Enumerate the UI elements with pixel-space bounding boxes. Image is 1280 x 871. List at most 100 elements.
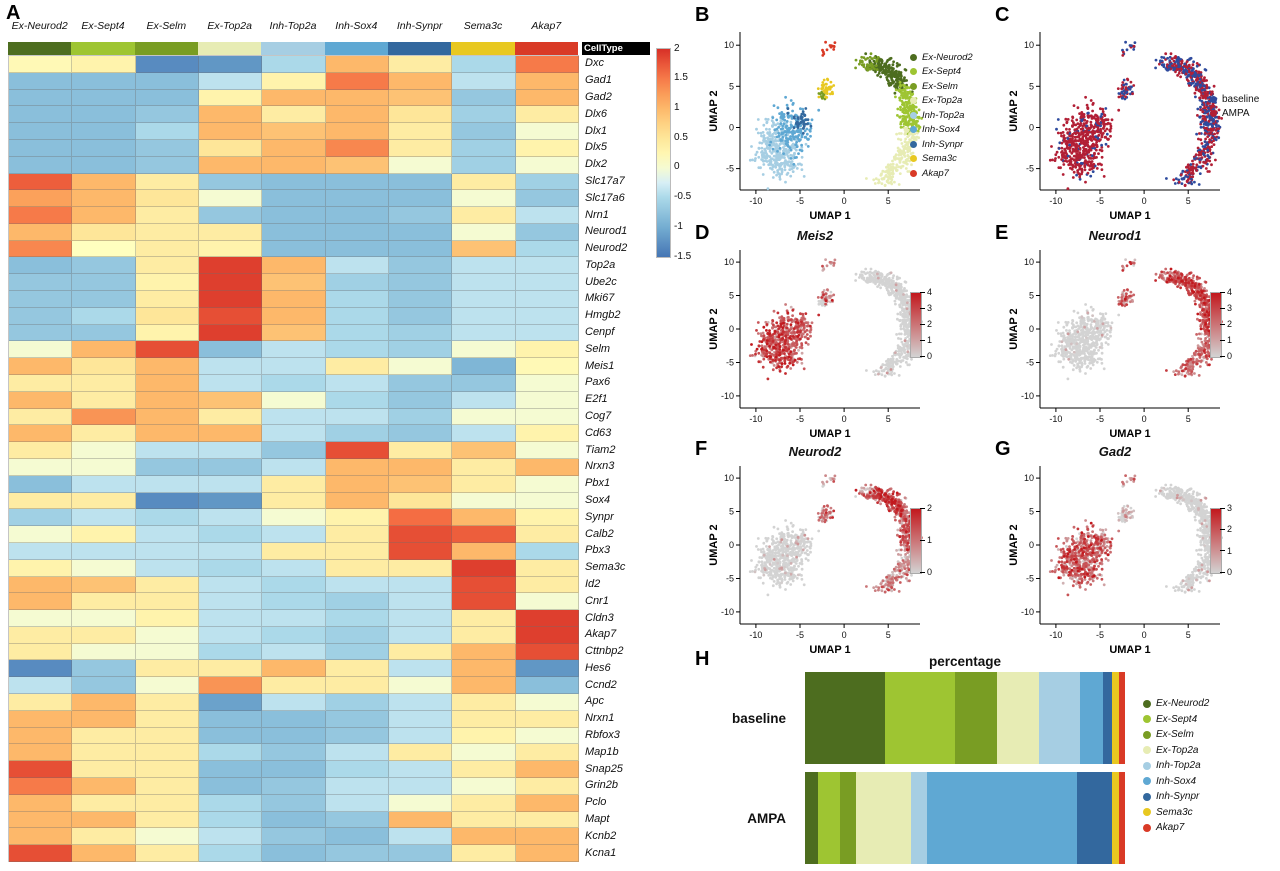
heatmap-cell xyxy=(388,139,453,157)
heatmap-cell xyxy=(135,341,199,359)
heatmap-cell xyxy=(198,375,263,392)
heatmap-cell xyxy=(135,811,199,829)
heatmap-cell xyxy=(72,576,136,594)
heatmap-cell xyxy=(135,190,199,208)
legend-label: Ex-Sept4 xyxy=(1156,713,1198,725)
heatmap-cell xyxy=(388,593,453,611)
heatmap-cell xyxy=(198,694,263,711)
colorbar-tick-mark xyxy=(920,339,925,341)
svg-text:5: 5 xyxy=(886,414,891,424)
bar-segment-inh-sox4 xyxy=(926,772,1077,864)
colorbar-tick-mark xyxy=(920,307,925,309)
heatmap-cell xyxy=(135,727,199,745)
legend-label: baseline xyxy=(1222,93,1260,105)
heatmap-cell xyxy=(388,626,453,644)
heatmap-cell xyxy=(325,593,389,611)
heatmap-cell xyxy=(262,139,326,157)
legend-item: Inh-Sox4 xyxy=(1143,774,1209,790)
bar-segment-akap7 xyxy=(1118,772,1125,864)
colorbar-tick-label: 2 xyxy=(927,319,933,329)
feature-title-meis2: Meis2 xyxy=(796,228,834,243)
heatmap-cell xyxy=(72,828,136,846)
svg-text:0: 0 xyxy=(729,123,734,133)
svg-text:UMAP 2: UMAP 2 xyxy=(708,90,720,131)
bar-segment-ex-sept4 xyxy=(885,672,956,764)
heatmap-cell xyxy=(135,458,199,476)
gene-label: E2f1 xyxy=(585,393,608,406)
heatmap-cell xyxy=(198,710,263,728)
heatmap-cell xyxy=(325,223,389,241)
colorbar-tick-label: 0 xyxy=(927,567,933,577)
bar-segment-akap7 xyxy=(1118,672,1125,764)
heatmap-cell xyxy=(325,626,389,644)
bar-segment-ex-selm xyxy=(840,772,857,864)
svg-text:UMAP 1: UMAP 1 xyxy=(1109,210,1150,222)
heatmap-cell xyxy=(388,576,453,594)
gene-label: Synpr xyxy=(585,510,614,523)
heatmap-cell xyxy=(262,761,326,779)
heatmap-cell xyxy=(515,358,579,376)
heatmap-cell xyxy=(198,139,263,157)
panel-a-label: A xyxy=(6,2,21,24)
legend-color-dot xyxy=(1143,808,1151,817)
heatmap-cell xyxy=(325,811,389,829)
heatmap-cell xyxy=(515,156,579,174)
heatmap-cell xyxy=(262,811,326,829)
celltype-strip-cell xyxy=(324,42,388,55)
colorbar-tick-mark xyxy=(1220,528,1225,530)
heatmap-cell xyxy=(325,509,389,527)
colorbar-tick-mark xyxy=(1220,355,1225,357)
heatmap-cell xyxy=(388,156,453,174)
heatmap-cell xyxy=(452,626,516,644)
heatmap-column-header: Sema3c xyxy=(463,20,503,32)
heatmap-cell xyxy=(452,593,516,611)
colorbar-tick-label: 3 xyxy=(1227,503,1233,513)
heatmap-cell xyxy=(135,828,199,846)
heatmap-cell xyxy=(325,274,389,292)
heatmap-cell xyxy=(198,559,263,577)
heatmap-cell xyxy=(515,526,579,543)
heatmap-cell xyxy=(198,778,263,795)
svg-text:0: 0 xyxy=(1142,414,1147,424)
heatmap-cell xyxy=(452,408,516,426)
heatmap-cell xyxy=(262,123,326,140)
svg-text:5: 5 xyxy=(729,81,734,91)
svg-text:10: 10 xyxy=(724,257,734,267)
heatmap-cell xyxy=(9,492,73,510)
heatmap-cell xyxy=(72,307,136,325)
heatmap-cell xyxy=(9,458,73,476)
colorbar-tick-mark xyxy=(920,291,925,293)
legend-item: Inh-Synpr xyxy=(910,137,973,152)
heatmap-cell xyxy=(262,274,326,292)
heatmap-cell xyxy=(452,710,516,728)
feature-plot-meis2: -10 -5 0 5 -10 -5 0 5 10 UMAP 1 UMAP 2 xyxy=(708,250,923,440)
heatmap-cell xyxy=(515,291,579,308)
heatmap-cell xyxy=(388,207,453,224)
heatmap-cell xyxy=(135,291,199,308)
heatmap-cell xyxy=(325,408,389,426)
heatmap-cell xyxy=(72,139,136,157)
heatmap-cell xyxy=(135,173,199,191)
heatmap-cell xyxy=(325,358,389,376)
heatmap-cell xyxy=(262,291,326,308)
heatmap-cell xyxy=(198,727,263,745)
heatmap-cell xyxy=(325,324,389,342)
gene-label: Grin2b xyxy=(585,779,619,792)
gene-label: Rbfox3 xyxy=(585,729,620,742)
colorbar-tick-mark xyxy=(920,355,925,357)
svg-text:-5: -5 xyxy=(1026,358,1034,368)
heatmap-cell xyxy=(262,375,326,392)
heatmap-cell xyxy=(262,240,326,258)
gene-label: Pclo xyxy=(585,796,607,809)
celltype-strip-cell xyxy=(451,42,515,55)
panel-b-umap-celltype: B -10 -5 0 5 -5 0 5 10 UMAP 1 UMAP 2 Ex-Neurod2 Ex… xyxy=(688,4,988,222)
heatmap-cell xyxy=(9,442,73,459)
heatmap-cell xyxy=(9,761,73,779)
heatmap-cell xyxy=(452,458,516,476)
heatmap-cell xyxy=(388,744,453,762)
svg-text:UMAP 2: UMAP 2 xyxy=(1008,308,1020,349)
svg-text:10: 10 xyxy=(1024,40,1034,50)
colorbar-tick-label: 4 xyxy=(927,287,933,297)
heatmap-cell xyxy=(135,744,199,762)
